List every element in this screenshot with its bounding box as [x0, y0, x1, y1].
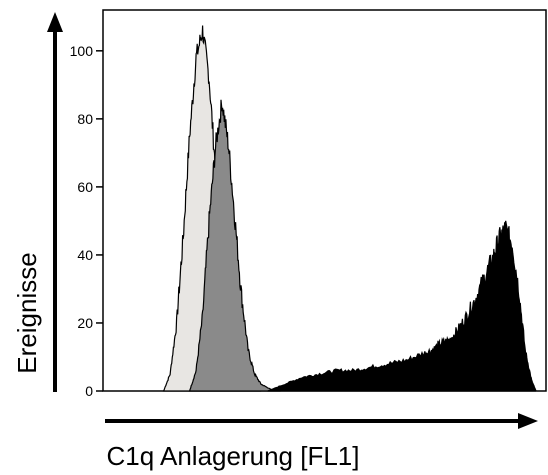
y-tick-label-20: 20 — [77, 315, 93, 331]
histogram-series-2 — [188, 99, 281, 392]
series-layer — [162, 25, 537, 392]
y-tick-label-60: 60 — [77, 179, 93, 195]
histogram-series-3 — [267, 220, 537, 392]
x-axis-title: C1q Anlagerung [FL1] — [107, 441, 360, 471]
y-tick-label-40: 40 — [77, 247, 93, 263]
y-tick-label-100: 100 — [70, 43, 94, 59]
y-tick-label-80: 80 — [77, 111, 93, 127]
y-axis: 0 20 40 60 80 100 — [70, 43, 103, 399]
y-axis-title: Ereignisse — [12, 252, 42, 373]
x-axis-arrow-head — [518, 413, 538, 429]
y-tick-label-0: 0 — [85, 383, 93, 399]
y-axis-arrow-head — [47, 12, 63, 32]
